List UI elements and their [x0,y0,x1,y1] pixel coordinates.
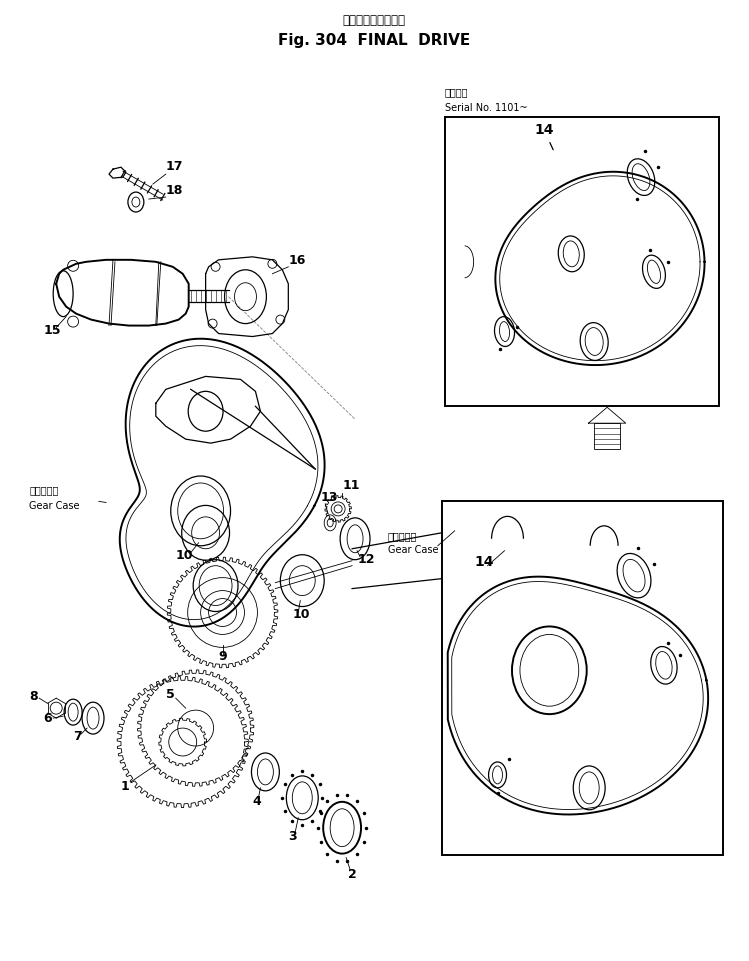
Bar [445,117,719,407]
Text: Fig. 304  FINAL  DRIVE: Fig. 304 FINAL DRIVE [278,33,470,48]
Text: Gear Case: Gear Case [388,545,438,554]
Text: 10: 10 [176,549,193,562]
Text: 12: 12 [358,553,375,566]
Text: 13: 13 [321,491,338,504]
Text: 5: 5 [166,688,175,702]
Text: 15: 15 [43,324,61,336]
Text: 3: 3 [288,829,297,843]
Bar [442,501,723,854]
Text: 7: 7 [73,730,82,743]
Text: ギヤケース: ギヤケース [388,530,417,541]
Text: 2: 2 [348,868,357,880]
Text: 14: 14 [475,554,494,569]
Text: 14: 14 [534,123,554,150]
Text: 11: 11 [342,479,360,492]
Text: 18: 18 [166,185,184,197]
Text: 4: 4 [252,795,261,808]
Text: 6: 6 [43,712,52,726]
Text: 8: 8 [29,690,38,703]
Text: Gear Case: Gear Case [29,501,80,511]
Text: 17: 17 [166,160,184,173]
Text: Serial No. 1101~: Serial No. 1101~ [445,104,527,113]
Bar [594,423,620,449]
Text: ファイナルドライブ: ファイナルドライブ [342,14,405,27]
Text: 9: 9 [219,651,227,663]
Text: 1: 1 [121,779,130,793]
Text: 10: 10 [292,608,310,622]
Text: 適用号番: 適用号番 [445,87,468,97]
Text: 16: 16 [288,254,306,267]
Text: ギヤケース: ギヤケース [29,485,58,495]
